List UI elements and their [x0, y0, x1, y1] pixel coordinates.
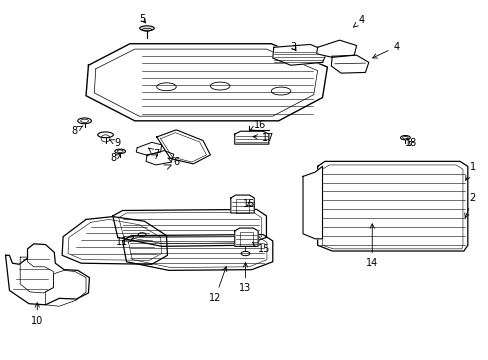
Text: 9: 9: [109, 139, 121, 148]
Text: 3: 3: [289, 42, 296, 51]
Text: 12: 12: [209, 267, 226, 303]
Polygon shape: [330, 55, 368, 73]
Text: 4: 4: [372, 42, 399, 58]
Text: 17: 17: [253, 133, 274, 143]
Polygon shape: [316, 40, 356, 57]
Text: 10: 10: [31, 303, 43, 325]
Polygon shape: [113, 210, 266, 246]
Text: 16: 16: [250, 121, 265, 130]
Polygon shape: [157, 130, 210, 164]
Text: 13: 13: [239, 262, 251, 293]
Text: 4: 4: [353, 15, 364, 27]
Polygon shape: [136, 142, 161, 155]
Text: 6: 6: [167, 157, 179, 167]
Text: 8: 8: [72, 126, 83, 135]
Text: 15: 15: [252, 243, 270, 254]
Polygon shape: [62, 217, 167, 264]
Text: 5: 5: [139, 14, 145, 24]
Polygon shape: [230, 195, 254, 213]
Text: 8: 8: [110, 153, 120, 163]
Text: 11: 11: [115, 237, 134, 247]
Polygon shape: [5, 244, 89, 305]
Text: 7: 7: [148, 148, 160, 159]
Polygon shape: [272, 44, 327, 65]
Polygon shape: [234, 131, 268, 144]
Text: 1: 1: [465, 162, 475, 180]
Text: 18: 18: [405, 139, 417, 148]
Polygon shape: [234, 228, 258, 246]
Ellipse shape: [140, 26, 154, 31]
Polygon shape: [86, 44, 327, 121]
Text: 15: 15: [243, 199, 255, 210]
Text: 14: 14: [366, 224, 378, 268]
Polygon shape: [122, 234, 272, 270]
Text: 2: 2: [464, 193, 475, 218]
Polygon shape: [303, 166, 322, 239]
Polygon shape: [317, 161, 467, 251]
Polygon shape: [146, 150, 173, 165]
